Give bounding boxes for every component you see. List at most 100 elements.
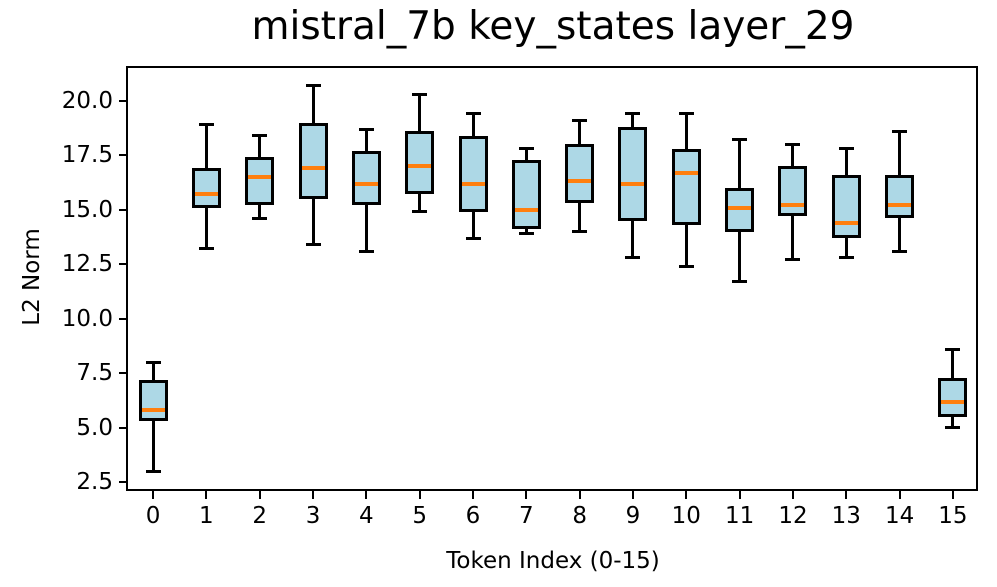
x-tick-label: 7 (519, 503, 534, 529)
lower-cap (412, 210, 428, 214)
x-tick-label: 9 (625, 503, 641, 529)
median-line (941, 399, 965, 404)
lower-whisker (951, 416, 955, 428)
lower-cap (518, 232, 534, 236)
x-tick-mark (525, 491, 528, 499)
boxplot-box (405, 131, 435, 195)
x-tick-mark (205, 491, 208, 499)
boxplot-box (138, 379, 168, 422)
lower-cap (838, 256, 854, 260)
x-tick-mark (631, 491, 634, 499)
lower-cap (785, 258, 801, 262)
upper-cap (465, 112, 481, 116)
boxplot-box (245, 157, 275, 206)
x-tick-label: 2 (252, 503, 268, 529)
y-tick-mark (119, 208, 127, 211)
chart-title: mistral_7b key_states layer_29 (251, 4, 855, 49)
upper-cap (145, 360, 161, 364)
x-tick-mark (738, 491, 741, 499)
upper-cap (838, 147, 854, 151)
x-tick-label: 13 (831, 503, 861, 529)
x-tick-mark (472, 491, 474, 499)
median-line (888, 203, 912, 208)
upper-whisker (738, 139, 742, 188)
lower-whisker (418, 194, 422, 212)
upper-cap (572, 118, 588, 122)
lower-cap (145, 469, 161, 473)
x-tick-mark (365, 491, 368, 499)
upper-cap (252, 134, 268, 138)
lower-whisker (471, 211, 475, 239)
y-tick-mark (119, 372, 127, 375)
upper-whisker (418, 94, 422, 132)
lower-cap (678, 264, 694, 268)
lower-whisker (631, 220, 635, 258)
boxplot-box (618, 126, 648, 221)
boxplot-box (458, 135, 488, 212)
upper-cap (892, 129, 908, 133)
median-line (514, 207, 538, 212)
upper-whisker (258, 135, 262, 158)
lower-whisker (844, 238, 848, 258)
x-tick-mark (578, 491, 581, 499)
x-tick-mark (898, 491, 901, 499)
boxplot-box (725, 187, 755, 232)
upper-cap (305, 83, 321, 87)
x-axis-label: Token Index (0-15) (446, 548, 660, 574)
y-tick-label: 15.0 (61, 196, 113, 223)
lower-cap (572, 230, 588, 234)
y-tick-label: 10.0 (61, 305, 113, 332)
upper-whisker (524, 148, 528, 160)
x-tick-label: 4 (359, 503, 374, 529)
x-tick-mark (685, 491, 688, 499)
lower-cap (198, 247, 214, 251)
boxplot-box (778, 166, 808, 217)
boxplot-box (671, 148, 701, 225)
upper-cap (358, 127, 374, 131)
upper-cap (785, 142, 801, 146)
lower-whisker (684, 224, 688, 267)
median-line (461, 181, 485, 186)
upper-whisker (471, 113, 475, 136)
upper-cap (945, 347, 961, 351)
boxplot-box (885, 174, 915, 219)
x-tick-mark (951, 491, 954, 499)
x-tick-label: 8 (572, 503, 587, 529)
y-tick-mark (119, 99, 127, 102)
upper-whisker (364, 129, 368, 151)
y-tick-label: 17.5 (61, 142, 113, 169)
upper-whisker (791, 144, 795, 167)
x-tick-label: 1 (199, 503, 214, 529)
y-tick-mark (119, 481, 127, 484)
x-tick-mark (312, 491, 315, 499)
y-tick-mark (119, 426, 127, 429)
x-tick-label: 11 (724, 503, 755, 529)
boxplot-box (351, 150, 381, 206)
lower-whisker (578, 203, 582, 232)
lower-cap (892, 249, 908, 253)
upper-cap (412, 92, 428, 96)
y-tick-mark (119, 263, 127, 266)
y-tick-mark (119, 317, 127, 320)
lower-whisker (151, 421, 155, 472)
x-tick-label: 0 (145, 503, 161, 529)
lower-cap (252, 216, 268, 220)
lower-cap (305, 243, 321, 247)
upper-cap (625, 112, 641, 116)
upper-whisker (631, 113, 635, 127)
lower-whisker (204, 207, 208, 249)
x-tick-label: 12 (778, 503, 808, 529)
median-line (194, 192, 218, 197)
upper-cap (732, 138, 748, 142)
upper-whisker (151, 362, 155, 380)
upper-cap (518, 147, 534, 151)
upper-whisker (204, 124, 208, 169)
x-tick-mark (845, 491, 848, 499)
median-line (834, 220, 858, 225)
y-tick-label: 20.0 (61, 87, 113, 114)
median-line (354, 181, 378, 186)
upper-whisker (578, 120, 582, 145)
boxplot-box (831, 174, 861, 239)
median-line (781, 203, 805, 208)
